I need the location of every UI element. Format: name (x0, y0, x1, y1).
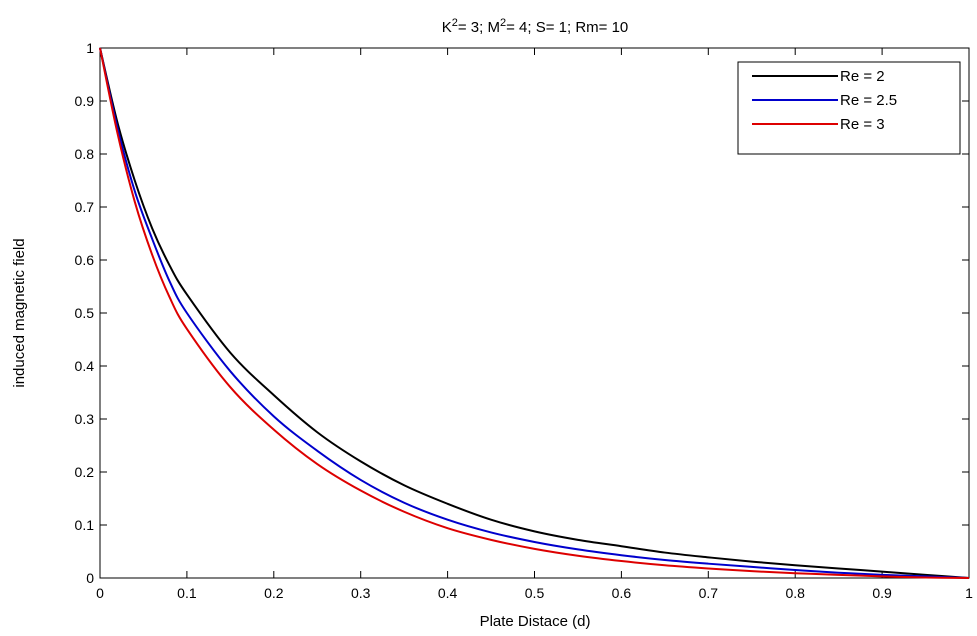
y-axis-label: induced magnetic field (11, 238, 28, 387)
x-tick-label: 0.4 (438, 585, 458, 601)
x-tick-label: 0.2 (264, 585, 284, 601)
y-tick-label: 0.9 (75, 93, 95, 109)
tick-group: 0 0.1 0.2 0.3 0.4 0.5 0.6 0.7 0.8 0.9 1 0 0.1 0.2 0.3 0… (75, 40, 974, 601)
x-tick-label: 0.5 (525, 585, 545, 601)
y-tick-label: 0.7 (75, 199, 95, 215)
x-tick-label: 0.9 (872, 585, 892, 601)
y-tick-label: 0.4 (75, 358, 95, 374)
y-tick-label: 0.1 (75, 517, 95, 533)
legend-label-1: Re = 2 (840, 68, 885, 85)
legend-box (737, 61, 961, 155)
y-tick-label: 0 (86, 570, 94, 586)
x-tick-label: 0 (96, 585, 104, 601)
x-tick-label: 0.3 (351, 585, 371, 601)
y-tick-label: 0.2 (75, 464, 95, 480)
y-tick-label: 0.8 (75, 146, 95, 162)
series-line-1 (99, 47, 970, 579)
legend: Re = 2 Re = 2.5 Re = 3 (737, 61, 961, 155)
series-line-2 (99, 47, 970, 579)
x-tick-label: 0.8 (785, 585, 805, 601)
x-axis-label: Plate Distace (d) (480, 613, 591, 630)
x-tick-label: 0.7 (699, 585, 719, 601)
x-tick-label: 0.1 (177, 585, 197, 601)
y-tick-label: 1 (86, 40, 94, 56)
y-tick-label: 0.3 (75, 411, 95, 427)
y-tick-label: 0.6 (75, 252, 95, 268)
legend-label-3: Re = 3 (840, 116, 885, 133)
x-tick-label: 1 (965, 585, 973, 601)
plot-area: 0 0.1 0.2 0.3 0.4 0.5 0.6 0.7 0.8 0.9 1 0 0.1 0.2 0.3 0… (75, 40, 974, 601)
y-tick-label: 0.5 (75, 305, 95, 321)
chart-title: K2= 3; M2= 4; S= 1; Rm= 10 (442, 17, 629, 36)
series-group (99, 47, 970, 579)
legend-label-2: Re = 2.5 (840, 92, 897, 109)
series-line-3 (99, 47, 970, 579)
x-tick-label: 0.6 (612, 585, 632, 601)
